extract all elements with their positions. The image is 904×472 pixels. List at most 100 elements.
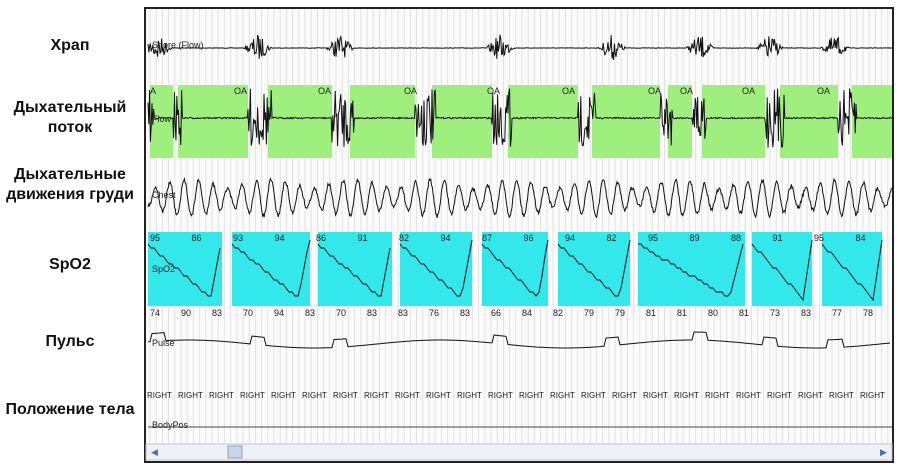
spo2-value: 93 [233,233,243,243]
channel-name: Pulse [152,338,175,348]
desaturation-event [482,232,548,306]
spo2-value: 83 [460,308,470,318]
scrollbar[interactable] [145,443,893,461]
desaturation-event [318,232,392,306]
spo2-value: 87 [482,233,492,243]
spo2-value: 90 [181,308,191,318]
desaturation-event [148,232,222,306]
body-position: RIGHT [364,391,389,400]
spo2-value: 80 [708,308,718,318]
spo2-value: 78 [863,308,873,318]
body-position: RIGHT [209,391,234,400]
body-position: RIGHT [705,391,730,400]
spo2-value: 83 [367,308,377,318]
scroll-thumb[interactable] [227,445,243,459]
channel-title: Дыхательные движения груди [6,166,134,203]
scroll-left[interactable]: ◀ [151,447,158,457]
apnea-event [780,85,838,158]
spo2-value: 74 [150,308,160,318]
body-position: RIGHT [426,391,451,400]
body-position: RIGHT [829,391,854,400]
spo2-value: 82 [553,308,563,318]
spo2-value: 94 [275,233,285,243]
body-position: RIGHT [643,391,668,400]
spo2-wave [399,239,473,297]
desaturation-event [558,232,630,306]
event-label: A [150,86,156,96]
spo2-value: 81 [646,308,656,318]
channel-name: BodyPos [152,420,189,430]
pulse-wave [147,331,891,349]
spo2-value: 96 [524,233,534,243]
spo2-value: 84 [856,233,866,243]
spo2-value: 66 [491,308,501,318]
spo2-wave [147,243,221,297]
desaturation-event [752,232,812,306]
apnea-event [350,85,415,158]
desaturation-event [232,232,310,306]
apnea-event [150,85,173,158]
spo2-value: 73 [770,308,780,318]
channel-title: SpO2 [49,256,91,273]
desaturation-event [638,232,745,306]
spo2-value: 94 [441,233,451,243]
spo2-value: 83 [801,308,811,318]
spo2-wave [231,239,311,297]
body-position: RIGHT [333,391,358,400]
spo2-value: 70 [336,308,346,318]
event-label: OA [234,86,247,96]
apnea-event [178,85,248,158]
channel-title: Храп [50,37,90,54]
body-position: RIGHT [457,391,482,400]
apnea-event [508,85,578,158]
scroll-right[interactable]: ▶ [880,447,887,457]
body-position: RIGHT [519,391,544,400]
spo2-wave [317,243,391,297]
body-position: RIGHT [798,391,823,400]
apnea-event [268,85,332,158]
spo2-value: 86 [192,233,202,243]
flow-wave [147,88,893,148]
channel-name: Chest [152,190,176,200]
apnea-event [592,85,660,158]
spo2-value: 76 [429,308,439,318]
event-label: OA [817,86,830,96]
body-position: RIGHT [674,391,699,400]
apnea-event [852,85,892,158]
channel-title: Положение тела [5,401,135,418]
apnea-event [432,85,492,158]
spo2-wave [751,239,813,302]
event-label: OA [562,86,575,96]
spo2-value: 82 [607,233,617,243]
body-position: RIGHT [302,391,327,400]
channel-title: Дыхательный поток [13,99,127,136]
spo2-value: 84 [522,308,532,318]
channel-name: Snore (Flow) [152,40,204,50]
spo2-value: 79 [584,308,594,318]
apnea-event [702,85,765,158]
spo2-value: 81 [677,308,687,318]
event-label: OA [487,86,500,96]
body-position: RIGHT [147,391,172,400]
body-position: RIGHT [240,391,265,400]
spo2-value: 86 [316,233,326,243]
spo2-value: 77 [832,308,842,318]
spo2-wave [557,239,631,297]
body-position: RIGHT [767,391,792,400]
channel-name: Flow [152,114,172,124]
event-label: OA [742,86,755,96]
event-label: OA [404,86,417,96]
channel-title: Пульс [45,333,95,350]
body-position: RIGHT [178,391,203,400]
chest-wave [147,176,892,219]
channel-name: SpO2 [152,264,175,274]
spo2-value: 95 [814,233,824,243]
spo2-value: 95 [648,233,658,243]
body-position: RIGHT [271,391,296,400]
spo2-value: 70 [243,308,253,318]
snore-wave [147,34,893,61]
spo2-value: 88 [731,233,741,243]
body-position: RIGHT [581,391,606,400]
